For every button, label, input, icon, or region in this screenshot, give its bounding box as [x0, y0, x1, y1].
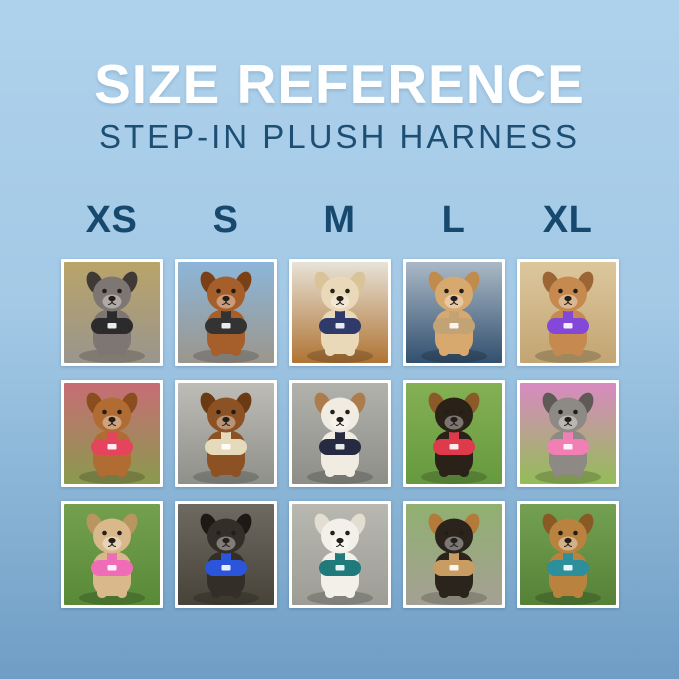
harness-photo-m-row3: [288, 501, 391, 609]
harness-photo-s-row2: [174, 380, 277, 488]
harness-photo-m-row2: [288, 380, 391, 488]
size-label-s: S: [212, 199, 239, 242]
harness-photo-m-row1: [288, 259, 391, 367]
dog-illustration: [177, 383, 274, 485]
size-labels-row: XS S M L XL: [0, 199, 679, 242]
dog-illustration: [519, 262, 616, 364]
dog-illustration: [63, 504, 160, 606]
harness-photo-xs-row2: [60, 380, 163, 488]
dog-illustration: [291, 383, 388, 485]
dog-illustration: [177, 504, 274, 606]
dog-illustration: [291, 504, 388, 606]
harness-photo-xl-row1: [516, 259, 619, 367]
dog-illustration: [405, 504, 502, 606]
harness-photo-xs-row1: [60, 259, 163, 367]
dog-illustration: [519, 504, 616, 606]
harness-photo-l-row1: [402, 259, 505, 367]
size-label-xl: XL: [542, 199, 593, 242]
harness-photo-s-row1: [174, 259, 277, 367]
dog-illustration: [177, 262, 274, 364]
photo-grid: [0, 259, 679, 609]
dog-illustration: [63, 383, 160, 485]
harness-photo-s-row3: [174, 501, 277, 609]
harness-photo-xl-row3: [516, 501, 619, 609]
harness-photo-xl-row2: [516, 380, 619, 488]
page-title: SIZE REFERENCE: [94, 53, 585, 115]
page-subtitle: STEP-IN PLUSH HARNESS: [98, 118, 581, 156]
size-label-m: M: [323, 199, 356, 242]
dog-illustration: [405, 383, 502, 485]
dog-illustration: [291, 262, 388, 364]
dog-illustration: [519, 383, 616, 485]
size-label-xs: XS: [85, 199, 138, 242]
dog-illustration: [63, 262, 160, 364]
harness-photo-l-row3: [402, 501, 505, 609]
harness-photo-l-row2: [402, 380, 505, 488]
size-label-l: L: [441, 199, 466, 242]
harness-photo-xs-row3: [60, 501, 163, 609]
dog-illustration: [405, 262, 502, 364]
